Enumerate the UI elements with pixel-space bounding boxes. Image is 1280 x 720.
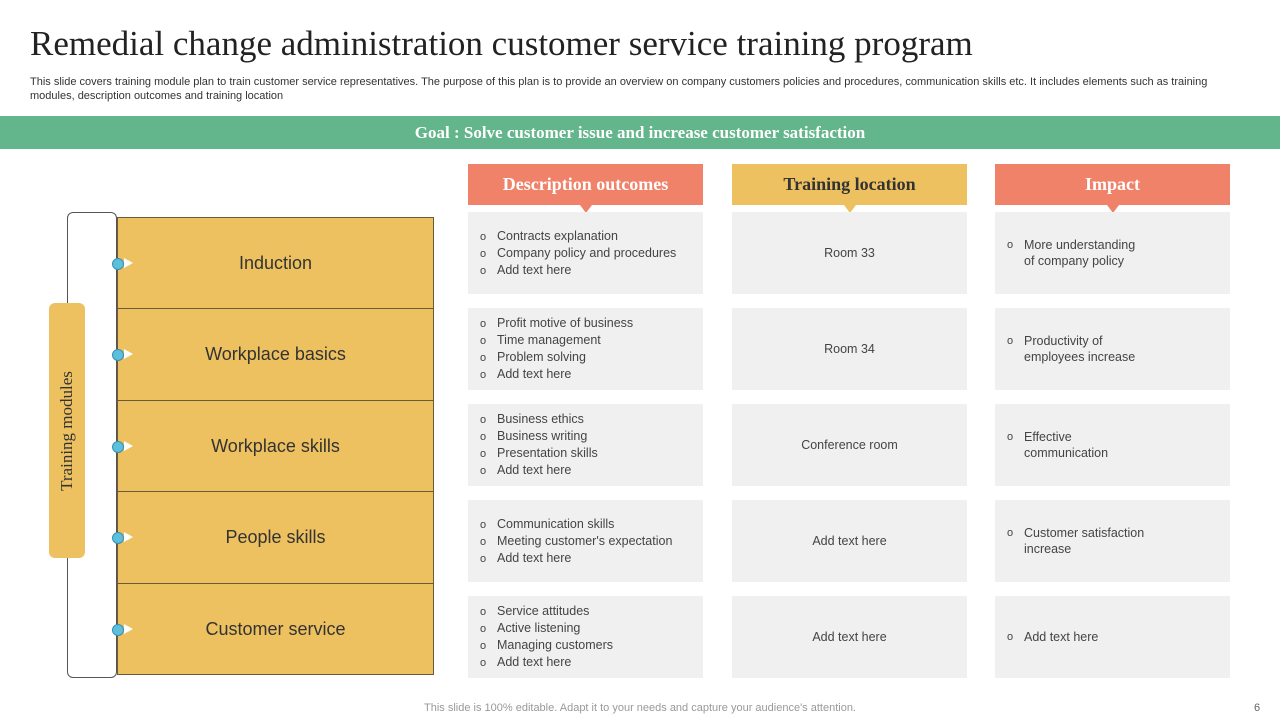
description-item: Meeting customer's expectation [480, 533, 672, 550]
impact-box: o More understanding of company policy [995, 212, 1230, 294]
bullet-icon: o [1007, 527, 1014, 539]
module-label: Workplace skills [211, 435, 340, 456]
module-label: Workplace basics [205, 344, 346, 364]
description-item: Presentation skills [480, 445, 598, 462]
arrow-right-icon [124, 257, 133, 268]
bullet-icon: o [1007, 431, 1014, 443]
arrow-right-icon [124, 623, 133, 634]
impact-item: o Customer satisfaction increase [1007, 525, 1147, 557]
description-box: Communication skillsMeeting customer's e… [468, 500, 703, 582]
subtitle: This slide covers training module plan t… [30, 76, 1208, 102]
description-item: Company policy and procedures [480, 245, 676, 262]
description-item: Managing customers [480, 637, 613, 654]
arrow-right-icon [124, 532, 133, 542]
module-label: Induction [238, 252, 313, 273]
description-item: Time management [480, 332, 633, 349]
training-modules-label: Training modules [49, 303, 85, 558]
location-box: Room 33 [732, 212, 967, 294]
impact-box: o Productivity of employees increase [995, 308, 1230, 390]
location-box: Room 34 [732, 308, 967, 390]
connector-dot-icon [112, 257, 124, 270]
location-text: Room 33 [824, 246, 875, 260]
bullet-icon: o [1007, 335, 1014, 347]
description-item: Add text here [480, 262, 676, 279]
impact-text: Customer satisfaction increase [1024, 526, 1145, 556]
location-text: Add text here [812, 534, 887, 548]
footer-note: This slide is 100% editable. Adapt it to… [424, 702, 856, 714]
module-2: Workplace skills [117, 400, 434, 492]
module-3: People skills [117, 491, 434, 584]
location-text: Room 34 [824, 342, 875, 356]
description-item: Business writing [480, 428, 598, 445]
description-item: Active listening [480, 620, 613, 637]
impact-item: o Productivity of employees increase [1007, 333, 1147, 365]
impact-box: o Customer satisfaction increase [995, 500, 1230, 582]
bullet-icon: o [1007, 239, 1014, 251]
impact-text: Productivity of employees increase [1024, 334, 1136, 364]
module-0: Induction [117, 217, 434, 309]
impact-box: o Effective communication [995, 404, 1230, 486]
description-item: Profit motive of business [480, 315, 633, 332]
location-box: Conference room [732, 404, 967, 486]
impact-item: o More understanding of company policy [1007, 237, 1147, 269]
description-item: Add text here [480, 654, 613, 671]
impact-item: o Effective communication [1007, 429, 1147, 461]
module-label: Customer service [205, 618, 346, 639]
description-box: Service attitudesActive listeningManagin… [468, 596, 703, 678]
module-1: Workplace basics [117, 308, 434, 401]
connector-dot-icon [112, 349, 124, 361]
arrow-right-icon [124, 349, 133, 359]
impact-box: o Add text here [995, 596, 1230, 678]
module-4: Customer service [117, 583, 434, 675]
impact-text: Effective communication [1024, 430, 1109, 460]
description-box: Contracts explanationCompany policy and … [468, 212, 703, 294]
location-text: Add text here [812, 630, 887, 644]
location-box: Add text here [732, 596, 967, 678]
header-description: Description outcomes [468, 164, 703, 213]
description-box: Profit motive of businessTime management… [468, 308, 703, 390]
description-item: Problem solving [480, 349, 633, 366]
description-item: Service attitudes [480, 603, 613, 620]
module-label: People skills [225, 527, 326, 547]
bullet-icon: o [1007, 631, 1014, 643]
arrow-right-icon [124, 440, 133, 451]
description-item: Add text here [480, 366, 633, 383]
description-item: Add text here [480, 462, 598, 479]
location-text: Conference room [801, 438, 898, 452]
description-item: Communication skills [480, 516, 672, 533]
page-number: 6 [1254, 702, 1261, 714]
location-box: Add text here [732, 500, 967, 582]
connector-dot-icon [112, 532, 124, 544]
connector-dot-icon [112, 623, 124, 636]
description-box: Business ethicsBusiness writingPresentat… [468, 404, 703, 486]
description-item: Contracts explanation [480, 228, 676, 245]
impact-text: More understanding of company policy [1024, 238, 1136, 268]
description-item: Add text here [480, 550, 672, 567]
impact-item: o Add text here [1007, 629, 1147, 645]
goal-banner: Goal : Solve customer issue and increase… [0, 116, 1280, 149]
side-label-text: Training modules [57, 370, 76, 491]
page-title: Remedial change administration customer … [30, 24, 973, 63]
connector-dot-icon [112, 440, 124, 453]
impact-text: Add text here [1024, 630, 1099, 644]
header-location: Training location [732, 164, 967, 213]
description-item: Business ethics [480, 411, 598, 428]
header-impact: Impact [995, 164, 1230, 213]
